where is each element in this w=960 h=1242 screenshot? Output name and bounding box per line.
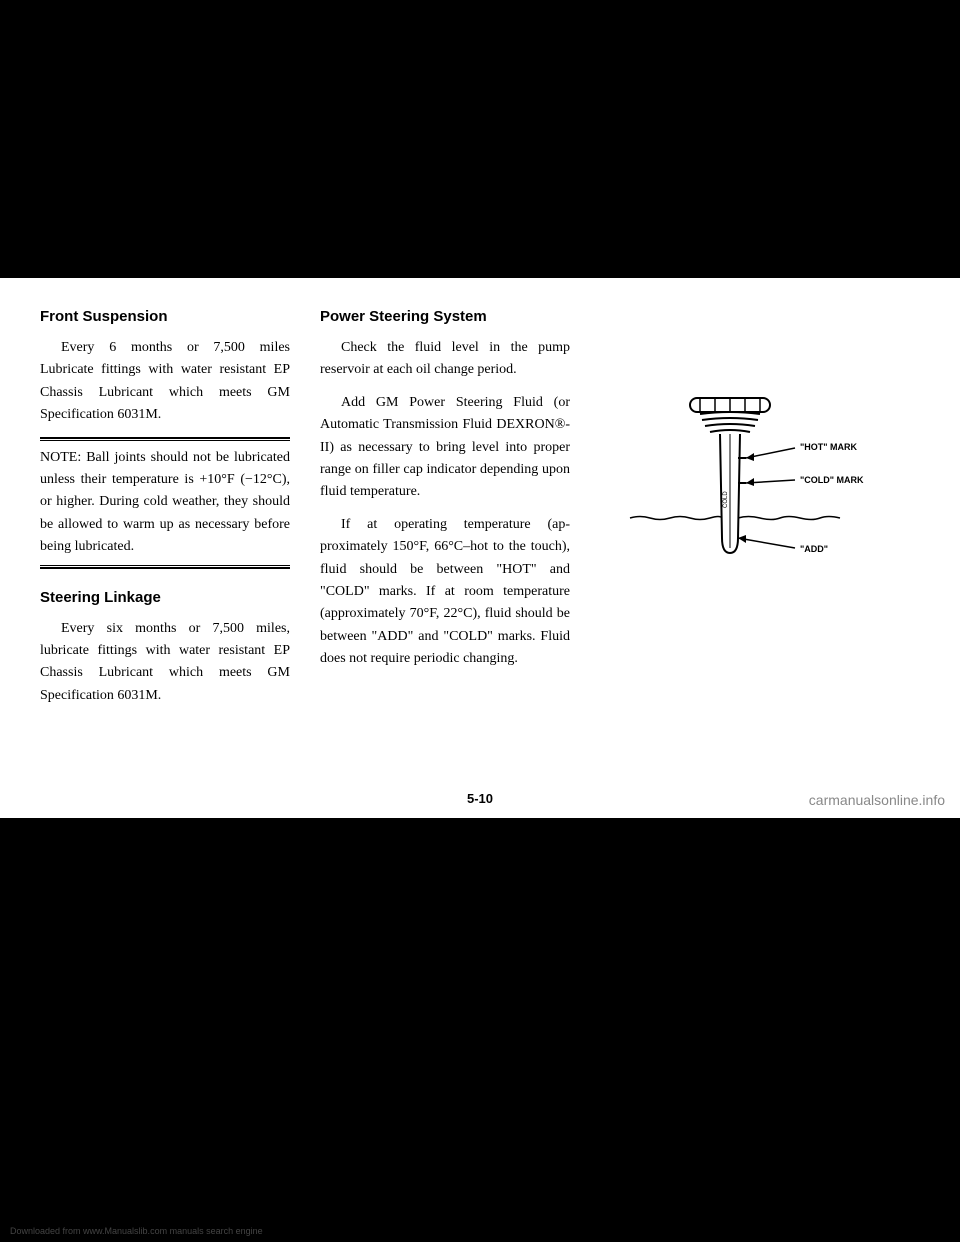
para-front-suspension: Every 6 months or 7,500 miles Lubricate … bbox=[40, 337, 290, 427]
note-ball-joints: NOTE: Ball joints should not be lubricat… bbox=[40, 447, 290, 559]
label-add: "ADD" bbox=[800, 544, 828, 554]
divider-top bbox=[40, 437, 290, 441]
para-check-fluid: Check the fluid level in the pump reserv… bbox=[320, 337, 570, 382]
download-note: Downloaded from www.Manualslib.com manua… bbox=[10, 1226, 263, 1236]
para-steering-linkage: Every six months or 7,500 miles, lubrica… bbox=[40, 618, 290, 708]
label-cold: "COLD" MARK bbox=[800, 475, 864, 485]
dipstick-diagram: "HOT" MARK "COLD" MARK "ADD" COLD bbox=[620, 388, 920, 608]
column-left: Front Suspension Every 6 months or 7,500… bbox=[40, 308, 290, 717]
column-right: "HOT" MARK "COLD" MARK "ADD" COLD bbox=[600, 308, 920, 717]
column-middle: Power Steering System Check the fluid le… bbox=[320, 308, 570, 717]
page-content: Front Suspension Every 6 months or 7,500… bbox=[0, 278, 960, 727]
heading-steering-linkage: Steering Linkage bbox=[40, 589, 290, 606]
heading-front-suspension: Front Suspension bbox=[40, 308, 290, 325]
heading-power-steering: Power Steering System bbox=[320, 308, 570, 325]
label-hot: "HOT" MARK bbox=[800, 442, 858, 452]
divider-bottom bbox=[40, 565, 290, 569]
watermark: carmanualsonline.info bbox=[809, 792, 945, 808]
para-add-fluid: Add GM Power Steering Fluid (or Automati… bbox=[320, 392, 570, 504]
svg-text:COLD: COLD bbox=[723, 491, 729, 508]
para-temperature: If at operating temperature (ap­proximat… bbox=[320, 514, 570, 671]
